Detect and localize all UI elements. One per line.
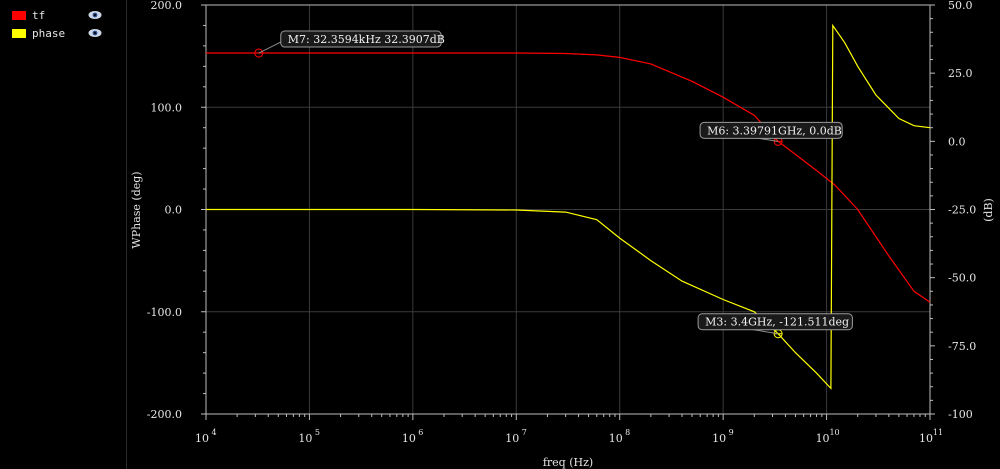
right-tick-label: -25.0: [948, 204, 976, 217]
right-axis-label: (dB): [982, 198, 995, 222]
x-tick-label: 10: [195, 432, 209, 445]
marker-label: M3: 3.4GHz, -121.511deg: [705, 316, 849, 329]
marker-label-box: [699, 121, 843, 139]
x-tick-label: 10: [609, 432, 623, 445]
x-tick-label: 10: [712, 432, 726, 445]
legend-label-phase: phase: [32, 26, 66, 40]
x-tick-exponent: 11: [933, 428, 943, 437]
left-axis-label: WPhase (deg): [130, 171, 143, 248]
x-tick-label: 10: [298, 432, 312, 445]
legend-item-tf[interactable]: tf: [12, 8, 45, 22]
eye-icon[interactable]: [88, 10, 102, 20]
x-tick-exponent: 5: [315, 428, 320, 437]
right-tick-label: 0.0: [948, 135, 966, 148]
x-tick-label: 10: [402, 432, 416, 445]
legend-panel: tf phase: [0, 0, 127, 469]
right-tick-label: -100: [948, 408, 973, 421]
legend-item-phase[interactable]: phase: [12, 26, 65, 40]
left-tick-label: -200.0: [147, 408, 182, 421]
marker-label-box: [697, 313, 853, 331]
series-line-phase: [206, 23, 931, 390]
x-tick-exponent: 9: [729, 428, 734, 437]
x-axis: 10 4 10 5 10 6 10 7 10 8 10 9 10 10 10 11: [195, 414, 943, 445]
right-tick-label: 50.0: [948, 0, 973, 12]
legend-swatch-phase: [12, 28, 26, 38]
x-tick-exponent: 7: [522, 428, 527, 437]
x-tick-exponent: 6: [418, 428, 423, 437]
x-tick-exponent: 8: [625, 428, 630, 437]
left-tick-label: -100.0: [147, 306, 182, 319]
x-tick-label: 10: [816, 432, 830, 445]
marker-label: M6: 3.39791GHz, 0.0dB: [707, 124, 842, 137]
marker-label-box: [280, 30, 442, 48]
series-line-tf: [206, 52, 931, 303]
x-tick-exponent: 4: [211, 428, 216, 437]
x-tick-label: 10: [919, 432, 933, 445]
left-tick-label: 0.0: [165, 204, 183, 217]
legend-swatch-tf: [12, 10, 26, 20]
x-tick-label: 10: [505, 432, 519, 445]
left-tick-label: 100.0: [151, 101, 183, 114]
series-layer: [206, 23, 931, 390]
right-axis: 50.0 25.0 0.0 -25.0 -50.0 -75.0 -100: [930, 0, 976, 421]
right-tick-label: -50.0: [948, 272, 976, 285]
eye-icon[interactable]: [88, 28, 102, 38]
x-tick-exponent: 10: [829, 428, 839, 437]
right-tick-label: 25.0: [948, 67, 973, 80]
marker-layer: M7: 32.3594kHz 32.3907dB M6: 3.39791GHz, …: [254, 30, 853, 339]
marker-label: M7: 32.3594kHz 32.3907dB: [288, 33, 445, 46]
left-tick-label: 200.0: [151, 0, 183, 12]
legend-label-tf: tf: [32, 8, 46, 22]
right-tick-label: -75.0: [948, 340, 976, 353]
x-axis-label: freq (Hz): [543, 456, 593, 469]
left-axis: 200.0 100.0 0.0 -100.0 -200.0: [147, 0, 206, 421]
